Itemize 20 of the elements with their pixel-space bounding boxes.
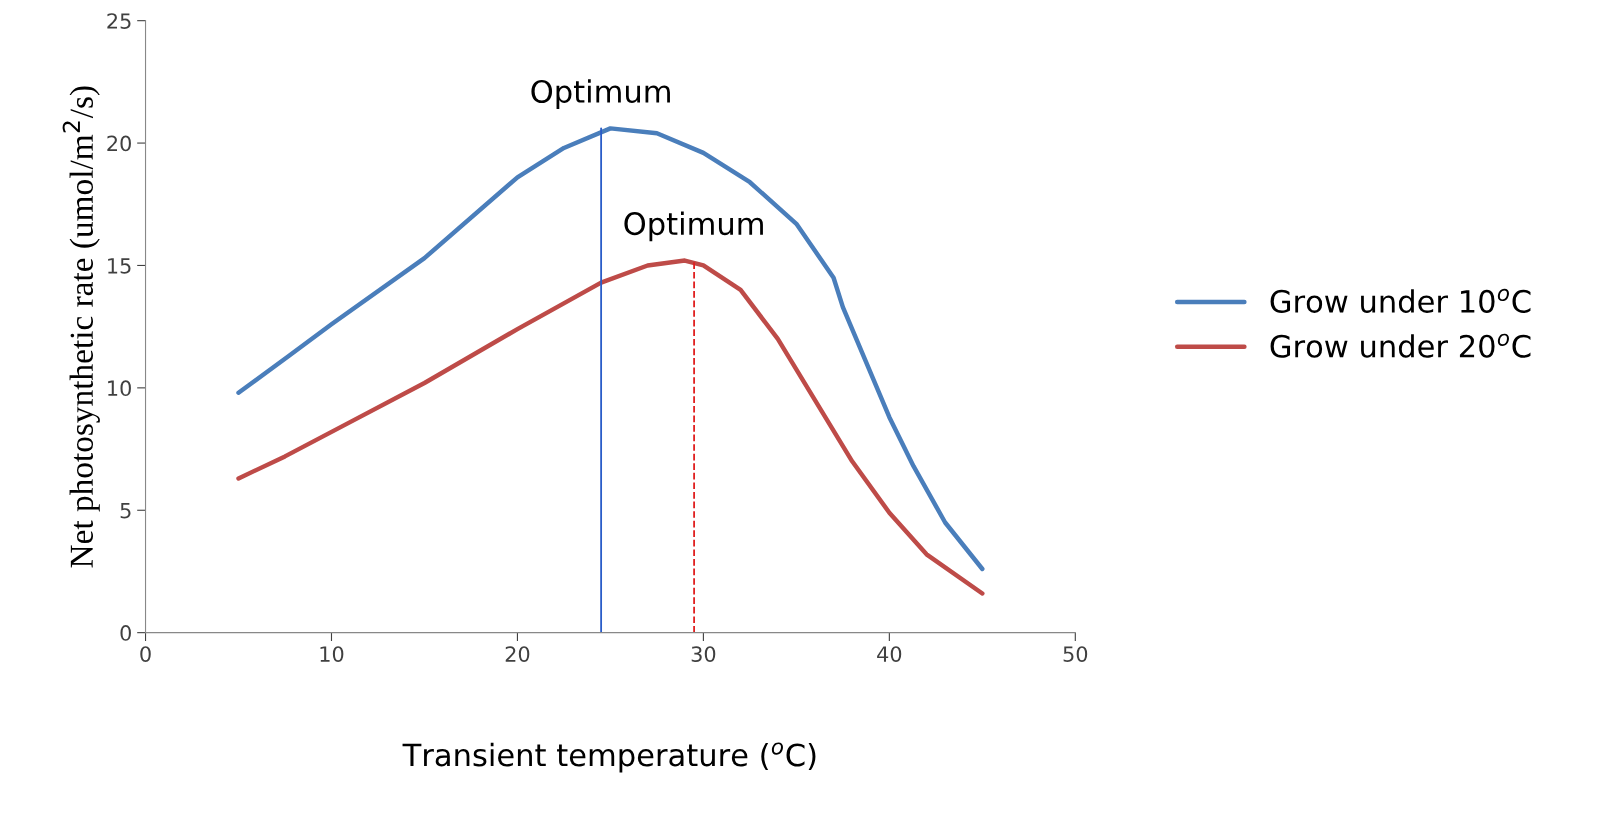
x-axis-title: Transient temperature ($^{o}$C): [402, 742, 816, 773]
line-series: [236, 258, 985, 596]
x-tick-label: 20: [505, 646, 530, 662]
line-series: [236, 126, 985, 572]
x-tick-label: 0: [140, 646, 151, 662]
annotation: Optimum: [624, 211, 763, 242]
x-tick-label: 40: [877, 646, 902, 662]
y-tick-label: 10: [108, 380, 131, 397]
y-tick-label: 5: [120, 502, 131, 519]
legend-label: Grow under 20$^{o}$C: [1270, 333, 1531, 358]
y-tick-label: 25: [107, 13, 131, 29]
x-tick-label: 30: [691, 646, 716, 662]
y-tick-label: 0: [120, 625, 131, 641]
x-tick-label: 10: [320, 646, 344, 662]
annotation: Optimum: [531, 79, 670, 109]
y-axis-title: Net photosynthetic rate (umol/m$^{2}$/s): [62, 86, 100, 568]
legend-label: Grow under 10$^{o}$C: [1270, 288, 1531, 313]
y-tick-label: 15: [108, 258, 131, 274]
x-tick-label: 50: [1063, 646, 1088, 662]
y-tick-label: 20: [107, 135, 131, 152]
